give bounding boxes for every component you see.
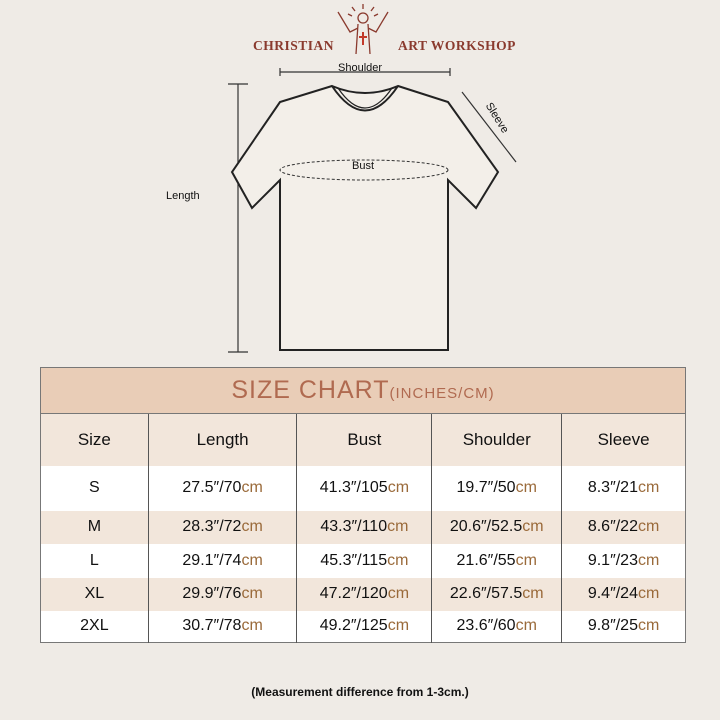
jesus-logo-icon — [337, 4, 389, 55]
cm-unit: cm — [637, 479, 660, 496]
size-cell: S — [40, 465, 149, 511]
inch-value: 8.6″/22 — [587, 518, 638, 535]
measurement-cell: 29.9″/76cm — [147, 577, 297, 611]
cm-unit: cm — [387, 617, 410, 635]
brand-name-left: CHRISTIAN — [253, 38, 335, 53]
inch-value: 22.6″/57.5 — [449, 585, 523, 602]
inch-value: 49.2″/125 — [319, 617, 388, 635]
size-cell: L — [40, 543, 149, 578]
measurement-cell: 23.6″/60cm — [431, 610, 562, 643]
cm-unit: cm — [637, 617, 660, 635]
cm-unit: cm — [241, 479, 263, 496]
sleeve-measure-line — [461, 91, 517, 163]
measurement-cell: 9.1″/23cm — [561, 543, 686, 578]
title-unit: (INCHES/CM) — [389, 385, 495, 402]
table-row: L 29.1″/74cm 45.3″/115cm 21.6″/55cm 9.1″/23c… — [40, 543, 686, 578]
inch-value: 45.3″/115 — [320, 551, 388, 569]
measurement-cell: 20.6″/52.5cm — [431, 510, 562, 544]
inch-value: 29.9″/76 — [182, 585, 242, 602]
cm-unit: cm — [387, 551, 409, 569]
size-cell: XL — [40, 577, 149, 611]
measurement-cell: 19.7″/50cm — [431, 465, 562, 511]
cm-unit: cm — [387, 585, 410, 602]
table-row: 2XL 30.7″/78cm 49.2″/125cm 23.6″/60cm 9.8″/2… — [40, 610, 686, 643]
measurement-note: (Measurement difference from 1-3cm.) — [251, 685, 469, 699]
measurement-cell: 9.8″/25cm — [561, 610, 686, 643]
shoulder-label: Shoulder — [338, 62, 383, 74]
cm-unit: cm — [515, 551, 537, 569]
length-measure-line — [228, 83, 248, 353]
cm-unit: cm — [241, 518, 263, 535]
measurement-cell: 21.6″/55cm — [431, 543, 562, 578]
measurement-cell: 28.3″/72cm — [147, 510, 297, 544]
column-header: Size — [40, 413, 149, 466]
inch-value: 23.6″/60 — [456, 617, 516, 635]
cm-unit: cm — [637, 585, 660, 602]
cm-unit: cm — [515, 617, 537, 635]
inch-value: 9.8″/25 — [587, 617, 638, 635]
table-row: S 27.5″/70cm 41.3″/105cm 19.7″/50cm 8.3″/21c… — [40, 465, 686, 511]
inch-value: 47.2″/120 — [319, 585, 388, 602]
inch-value: 41.3″/105 — [319, 479, 388, 496]
size-cell: M — [40, 510, 149, 544]
column-header: Shoulder — [431, 413, 562, 466]
inch-value: 8.3″/21 — [587, 479, 638, 496]
size-chart-table: SIZE CHART(INCHES/CM) Size Length Bust Shou… — [40, 367, 686, 643]
column-header: Length — [147, 413, 297, 466]
measurement-cell: 8.6″/22cm — [561, 510, 686, 544]
measurement-cell: 27.5″/70cm — [147, 465, 297, 511]
inch-value: 9.1″/23 — [587, 551, 638, 569]
cm-unit: cm — [387, 479, 410, 496]
measurement-cell: 49.2″/125cm — [296, 610, 432, 643]
inch-value: 21.6″/55 — [456, 551, 516, 569]
cm-unit: cm — [637, 551, 660, 569]
size-cell: 2XL — [40, 610, 149, 643]
inch-value: 19.7″/50 — [456, 479, 516, 496]
inch-value: 20.6″/52.5 — [449, 518, 523, 535]
measurement-cell: 22.6″/57.5cm — [431, 577, 562, 611]
inch-value: 27.5″/70 — [182, 479, 242, 496]
cm-unit: cm — [522, 585, 544, 602]
measurement-cell: 29.1″/74cm — [147, 543, 297, 578]
title-text: SIZE CHART — [231, 376, 390, 404]
column-header: Bust — [296, 413, 432, 466]
measurement-cell: 9.4″/24cm — [561, 577, 686, 611]
column-header: Sleeve — [561, 413, 686, 466]
length-label: Length — [166, 190, 200, 202]
shoulder-measure-line — [279, 68, 451, 76]
bust-label: Bust — [352, 160, 375, 172]
brand-name-right: ART WORKSHOP — [398, 38, 516, 53]
measurement-cell: 30.7″/78cm — [147, 610, 297, 643]
cm-unit: cm — [522, 518, 544, 535]
cm-unit: cm — [515, 479, 537, 496]
table-row: XL 29.9″/76cm 47.2″/120cm 22.6″/57.5cm 9.4″/… — [40, 577, 686, 611]
measurement-cell: 45.3″/115cm — [296, 543, 432, 578]
bust-measure-line — [279, 159, 449, 181]
cm-unit: cm — [637, 518, 660, 535]
measurement-cell: 41.3″/105cm — [296, 465, 432, 511]
tshirt-diagram — [228, 68, 517, 353]
inch-value: 29.1″/74 — [182, 551, 242, 569]
cm-unit: cm — [241, 551, 263, 569]
cm-unit: cm — [241, 585, 263, 602]
measurement-cell: 8.3″/21cm — [561, 465, 686, 511]
inch-value: 43.3″/110 — [320, 518, 388, 535]
inch-value: 30.7″/78 — [182, 617, 242, 635]
tshirt-outline — [230, 84, 500, 351]
table-row: M 28.3″/72cm 43.3″/110cm 20.6″/52.5cm 8.6″/2… — [40, 510, 686, 544]
cm-unit: cm — [241, 617, 263, 635]
inch-value: 28.3″/72 — [182, 518, 242, 535]
inch-value: 9.4″/24 — [587, 585, 638, 602]
measurement-cell: 47.2″/120cm — [296, 577, 432, 611]
measurement-cell: 43.3″/110cm — [296, 510, 432, 544]
cm-unit: cm — [387, 518, 409, 535]
size-chart-title: SIZE CHART(INCHES/CM) — [40, 367, 686, 414]
